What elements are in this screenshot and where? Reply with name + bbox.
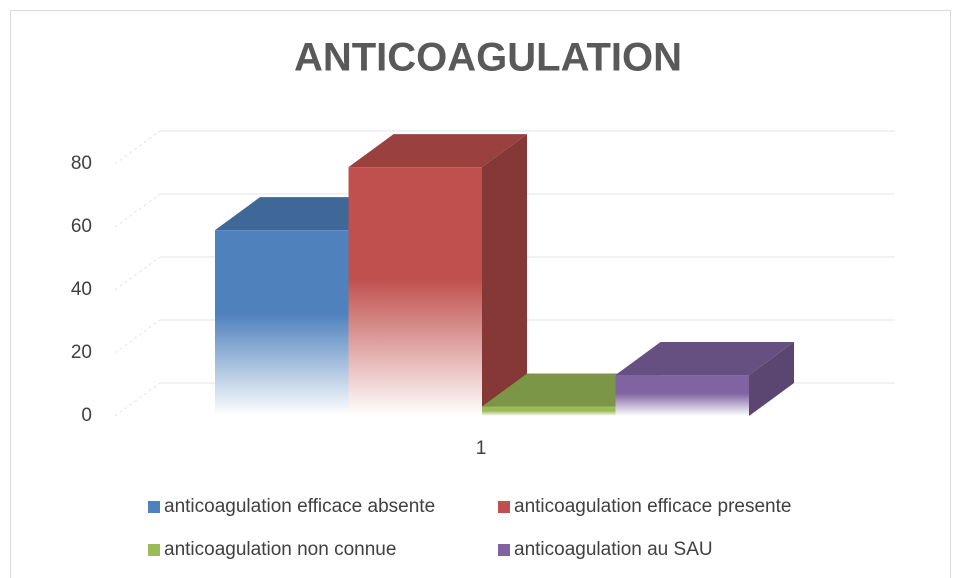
bar-top xyxy=(615,342,794,376)
legend-label: anticoagulation non connue xyxy=(164,539,396,560)
bar xyxy=(615,375,749,416)
legend-label: anticoagulation efficace absente xyxy=(164,496,435,517)
chart-title: ANTICOAGULATION xyxy=(294,36,682,80)
bar xyxy=(348,167,482,416)
y-tick-label: 40 xyxy=(71,279,92,300)
legend-label: anticoagulation au SAU xyxy=(514,539,713,560)
y-tick-label: 60 xyxy=(71,216,92,237)
legend-label: anticoagulation efficace presente xyxy=(514,496,791,517)
bar-side xyxy=(482,134,527,416)
legend-swatch xyxy=(148,544,160,556)
legend-swatch xyxy=(498,544,510,556)
y-tick-label: 0 xyxy=(81,405,92,426)
x-tick-label: 1 xyxy=(476,438,487,459)
y-tick-label: 80 xyxy=(71,153,92,174)
legend-swatch xyxy=(498,501,510,513)
bar xyxy=(482,406,616,416)
legend-swatch xyxy=(148,501,160,513)
bar-top xyxy=(348,134,527,168)
bar-side xyxy=(749,342,794,416)
bar xyxy=(215,230,349,416)
y-tick-label: 20 xyxy=(71,342,92,363)
